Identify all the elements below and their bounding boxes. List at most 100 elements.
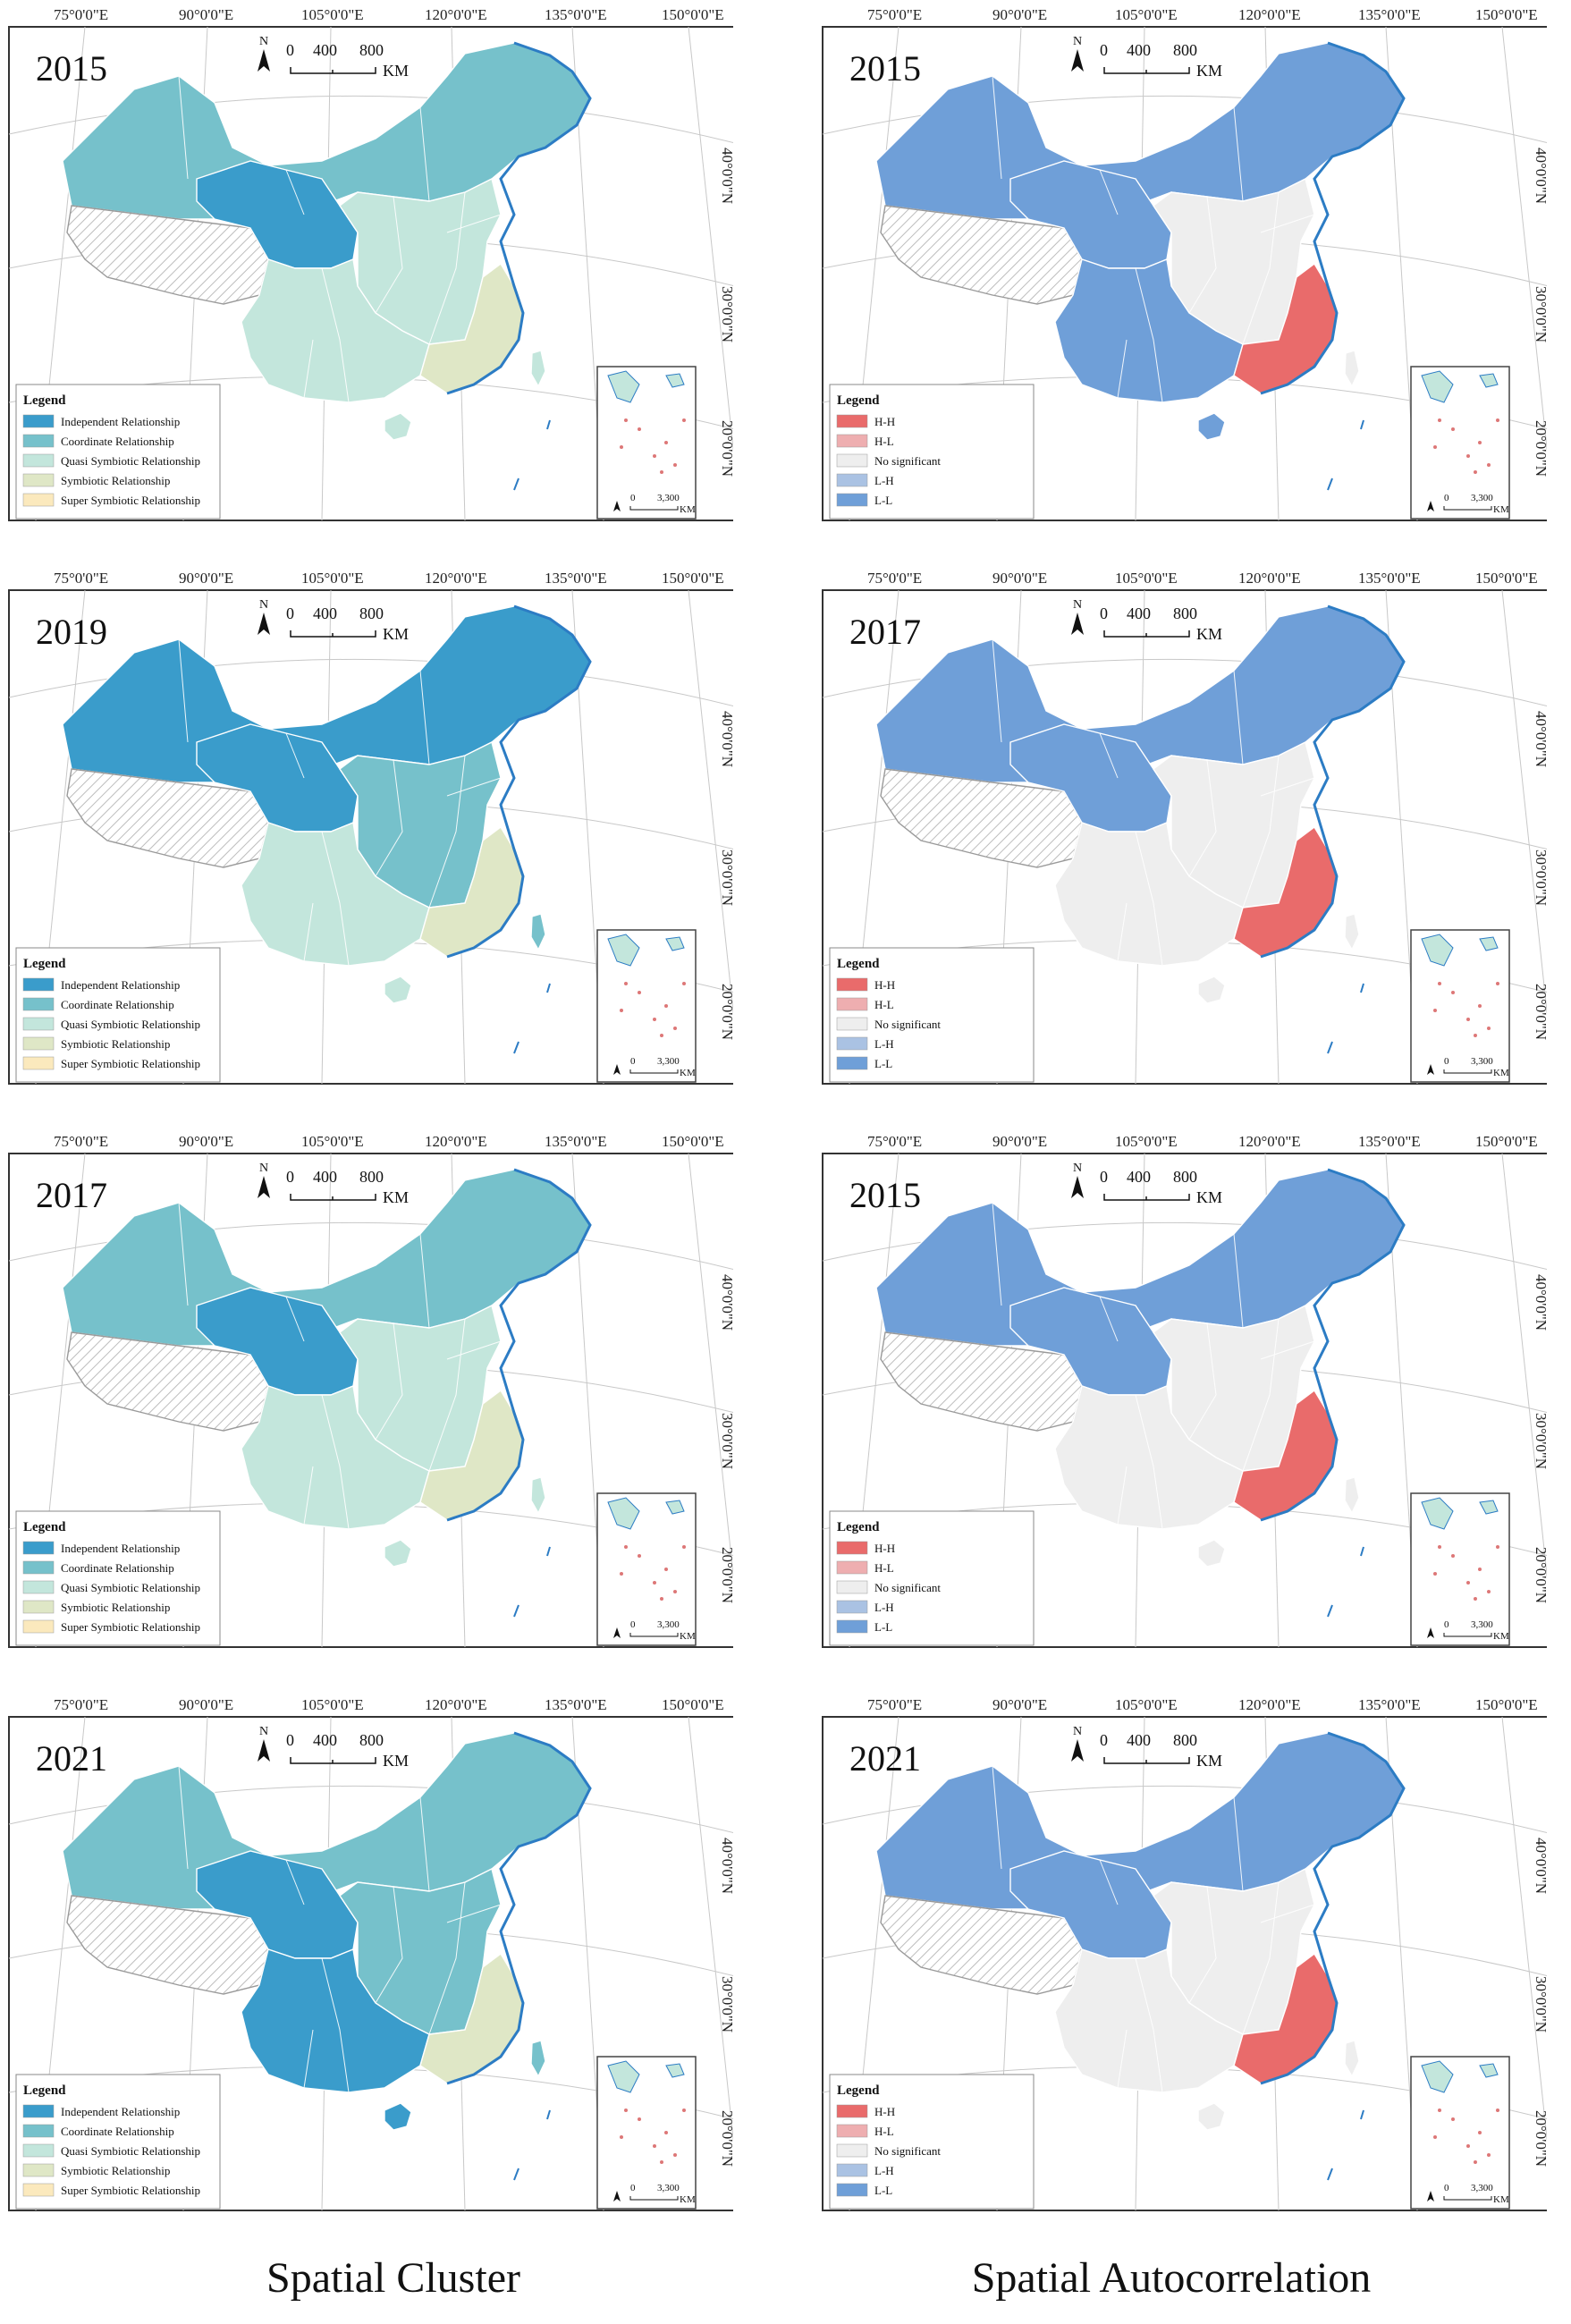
province-lines: [992, 75, 1315, 403]
legend-label: Coordinate Relationship: [61, 1561, 174, 1575]
lon-label-4: 135°0'0"E: [1358, 6, 1421, 23]
inset-scale-unit: KM: [1493, 1068, 1509, 1078]
lon-label-3: 120°0'0"E: [1238, 6, 1301, 23]
inset-islands: [620, 2109, 686, 2164]
legend-label: Super Symbiotic Relationship: [61, 494, 200, 507]
legend-swatch: [836, 1600, 868, 1614]
lat-label-1: 30°0'0"N: [1533, 1413, 1547, 1469]
lon-label-5: 150°0'0"E: [662, 1133, 724, 1150]
china-map: [62, 1732, 591, 2131]
lon-label-1: 90°0'0"E: [179, 6, 233, 23]
legend-swatch: [836, 1580, 868, 1594]
legend-label: H-L: [874, 998, 894, 1011]
lat-labels: 40°0'0"N 30°0'0"N 20°0'0"N: [719, 1274, 733, 1603]
inset-scale-0: 0: [1444, 493, 1449, 503]
legend-label: Symbiotic Relationship: [61, 1037, 170, 1051]
coastline: [446, 1168, 592, 1522]
lat-label-2: 20°0'0"N: [719, 1547, 733, 1603]
year-label: 2015: [849, 48, 921, 89]
scale-bar: N 0 400 800 KM: [258, 1725, 409, 1770]
lat-labels: 40°0'0"N 30°0'0"N 20°0'0"N: [719, 1838, 733, 2167]
lat-label-1: 30°0'0"N: [1533, 286, 1547, 342]
map-panel-cluster-2: 75°0'0"E 90°0'0"E 105°0'0"E 120°0'0"E 13…: [0, 563, 733, 1100]
legend: Legend H-H H-L No significant L-H L-L: [829, 384, 1035, 520]
legend-title: Legend: [837, 957, 880, 971]
lat-label-1: 30°0'0"N: [719, 1413, 733, 1469]
scale-bar: N 0 400 800 KM: [1071, 1162, 1222, 1206]
north-arrow-icon: [258, 1739, 270, 1762]
lon-label-4: 135°0'0"E: [1358, 570, 1421, 587]
coastline: [446, 604, 592, 959]
legend-items: Independent Relationship Coordinate Relat…: [22, 2104, 200, 2197]
lon-label-0: 75°0'0"E: [54, 1133, 108, 1150]
map-svg: 75°0'0"E 90°0'0"E 105°0'0"E 120°0'0"E 13…: [8, 570, 733, 1085]
lat-label-1: 30°0'0"N: [719, 286, 733, 342]
scale-tick-2: 800: [359, 1731, 384, 1749]
lon-labels: 75°0'0"E 90°0'0"E 105°0'0"E 120°0'0"E 13…: [867, 570, 1538, 587]
region-taiwan: [530, 1476, 546, 1515]
north-label: N: [259, 35, 268, 48]
region-taiwan: [530, 913, 546, 951]
legend: Legend Independent Relationship Coordinat…: [15, 1510, 221, 1646]
lon-label-3: 120°0'0"E: [425, 1696, 487, 1713]
legend-swatch: [836, 453, 868, 468]
scale-unit: KM: [383, 1752, 409, 1770]
lat-label-2: 20°0'0"N: [1533, 984, 1547, 1040]
lon-label-4: 135°0'0"E: [545, 1133, 607, 1150]
inset-islands: [620, 982, 686, 1037]
year-label: 2019: [36, 612, 107, 652]
legend-swatch: [22, 414, 55, 428]
legend-items: H-H H-L No significant L-H L-L: [836, 414, 941, 507]
scale-bar: N 0 400 800 KM: [258, 1162, 409, 1206]
lon-label-3: 120°0'0"E: [1238, 1696, 1301, 1713]
legend-swatch: [22, 493, 55, 507]
north-label: N: [259, 1162, 268, 1175]
inset-scale-1: 3,300: [1471, 2183, 1493, 2193]
legend-label: Independent Relationship: [61, 1542, 180, 1555]
lon-label-1: 90°0'0"E: [179, 570, 233, 587]
inset-islands: [620, 418, 686, 474]
lon-labels: 75°0'0"E 90°0'0"E 105°0'0"E 120°0'0"E 13…: [867, 6, 1538, 23]
inset-scale-0: 0: [1444, 1619, 1449, 1630]
north-label: N: [1073, 35, 1082, 48]
north-arrow-icon: [258, 1176, 270, 1198]
inset-map: 0 3,300 KM: [596, 2056, 697, 2210]
legend-swatch: [22, 1056, 55, 1070]
legend-swatch: [22, 1619, 55, 1634]
map-panel-autocorr-7: 75°0'0"E 90°0'0"E 105°0'0"E 120°0'0"E 13…: [814, 1690, 1547, 2227]
coastline: [1260, 1168, 1406, 1522]
legend-swatch: [22, 1017, 55, 1031]
region-hainan: [384, 1539, 412, 1568]
lon-label-5: 150°0'0"E: [662, 1696, 724, 1713]
legend-swatch: [836, 1541, 868, 1555]
scale-unit: KM: [1196, 625, 1222, 643]
scale-tick-1: 400: [313, 1168, 337, 1186]
north-arrow-icon: [258, 49, 270, 72]
legend-swatch: [22, 997, 55, 1011]
legend-label: Independent Relationship: [61, 978, 180, 992]
lon-labels: 75°0'0"E 90°0'0"E 105°0'0"E 120°0'0"E 13…: [54, 570, 724, 587]
lon-label-0: 75°0'0"E: [867, 570, 922, 587]
scale-unit: KM: [383, 625, 409, 643]
legend-title: Legend: [23, 2083, 66, 2098]
scale-tick-1: 400: [1127, 1731, 1151, 1749]
legend-label: Coordinate Relationship: [61, 435, 174, 448]
legend-items: H-H H-L No significant L-H L-L: [836, 1541, 941, 1634]
legend-label: L-L: [874, 494, 892, 507]
lat-label-1: 30°0'0"N: [1533, 1976, 1547, 2032]
year-label: 2017: [36, 1175, 107, 1215]
legend-label: Symbiotic Relationship: [61, 2164, 170, 2177]
legend-label: Quasi Symbiotic Relationship: [61, 1018, 200, 1031]
lon-label-2: 105°0'0"E: [1115, 570, 1178, 587]
map-panel-cluster-6: 75°0'0"E 90°0'0"E 105°0'0"E 120°0'0"E 13…: [0, 1690, 733, 2227]
inset-scale-1: 3,300: [1471, 493, 1493, 503]
map-svg: 75°0'0"E 90°0'0"E 105°0'0"E 120°0'0"E 13…: [8, 1696, 733, 2211]
region-hainan: [1197, 412, 1226, 441]
south-isles: [513, 419, 551, 491]
province-lines: [178, 1202, 502, 1530]
north-label: N: [1073, 1162, 1082, 1175]
legend-swatch: [836, 414, 868, 428]
scale-tick-0: 0: [1100, 604, 1108, 622]
legend-label: No significant: [874, 1581, 941, 1594]
south-isles: [1327, 1546, 1364, 1618]
